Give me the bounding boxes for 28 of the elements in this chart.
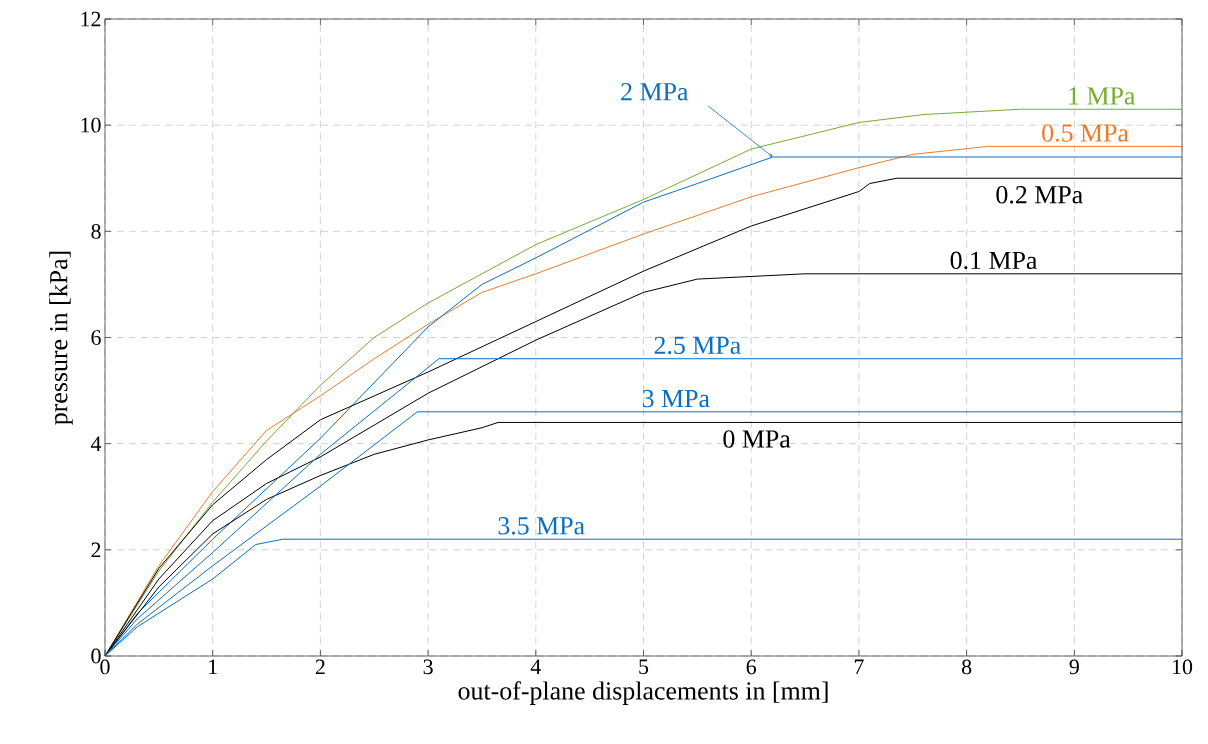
- text: 2 MPa: [621, 83, 689, 101]
- x-tick-label: 4: [530, 659, 541, 674]
- y-tick-label: 0: [91, 648, 101, 664]
- x-tick-label: 9: [1069, 659, 1079, 675]
- y-tick-label: 12: [81, 11, 101, 27]
- x-tick-label: 7: [854, 659, 864, 674]
- y-tick-label: 10: [81, 117, 101, 133]
- x-tick-label: 3: [423, 659, 433, 675]
- x-axis-title: out-of-plane displacements in [mm]: [458, 681, 828, 705]
- x-tick-label: 1: [209, 659, 217, 674]
- y-tick-label: 8: [91, 223, 101, 239]
- series-label: 2.5 MPa: [654, 336, 741, 355]
- y-axis-title: pressure in [kPa]: [49, 251, 73, 425]
- series-label: 0.1 MPa: [950, 251, 1038, 270]
- x-tick-label: 10: [1172, 659, 1193, 675]
- x-tick-label: 5: [639, 659, 649, 675]
- series-label: 1 MPa: [1069, 87, 1136, 105]
- y-tick-label: 6: [91, 330, 101, 345]
- x-tick-label: 6: [746, 659, 757, 675]
- y-tick-label: 4: [90, 436, 102, 451]
- series-label: 0.2 MPa: [996, 186, 1083, 204]
- series-label: 3 MPa: [642, 389, 710, 408]
- x-tick-label: 2: [315, 659, 325, 675]
- series-label: 3.5 MPa: [498, 517, 585, 535]
- series-label: 0 MPa: [723, 430, 791, 448]
- y-tick-label: 2: [91, 542, 101, 558]
- series-label: 0.5 MPa: [1042, 124, 1129, 142]
- x-tick-label: 8: [961, 659, 972, 675]
